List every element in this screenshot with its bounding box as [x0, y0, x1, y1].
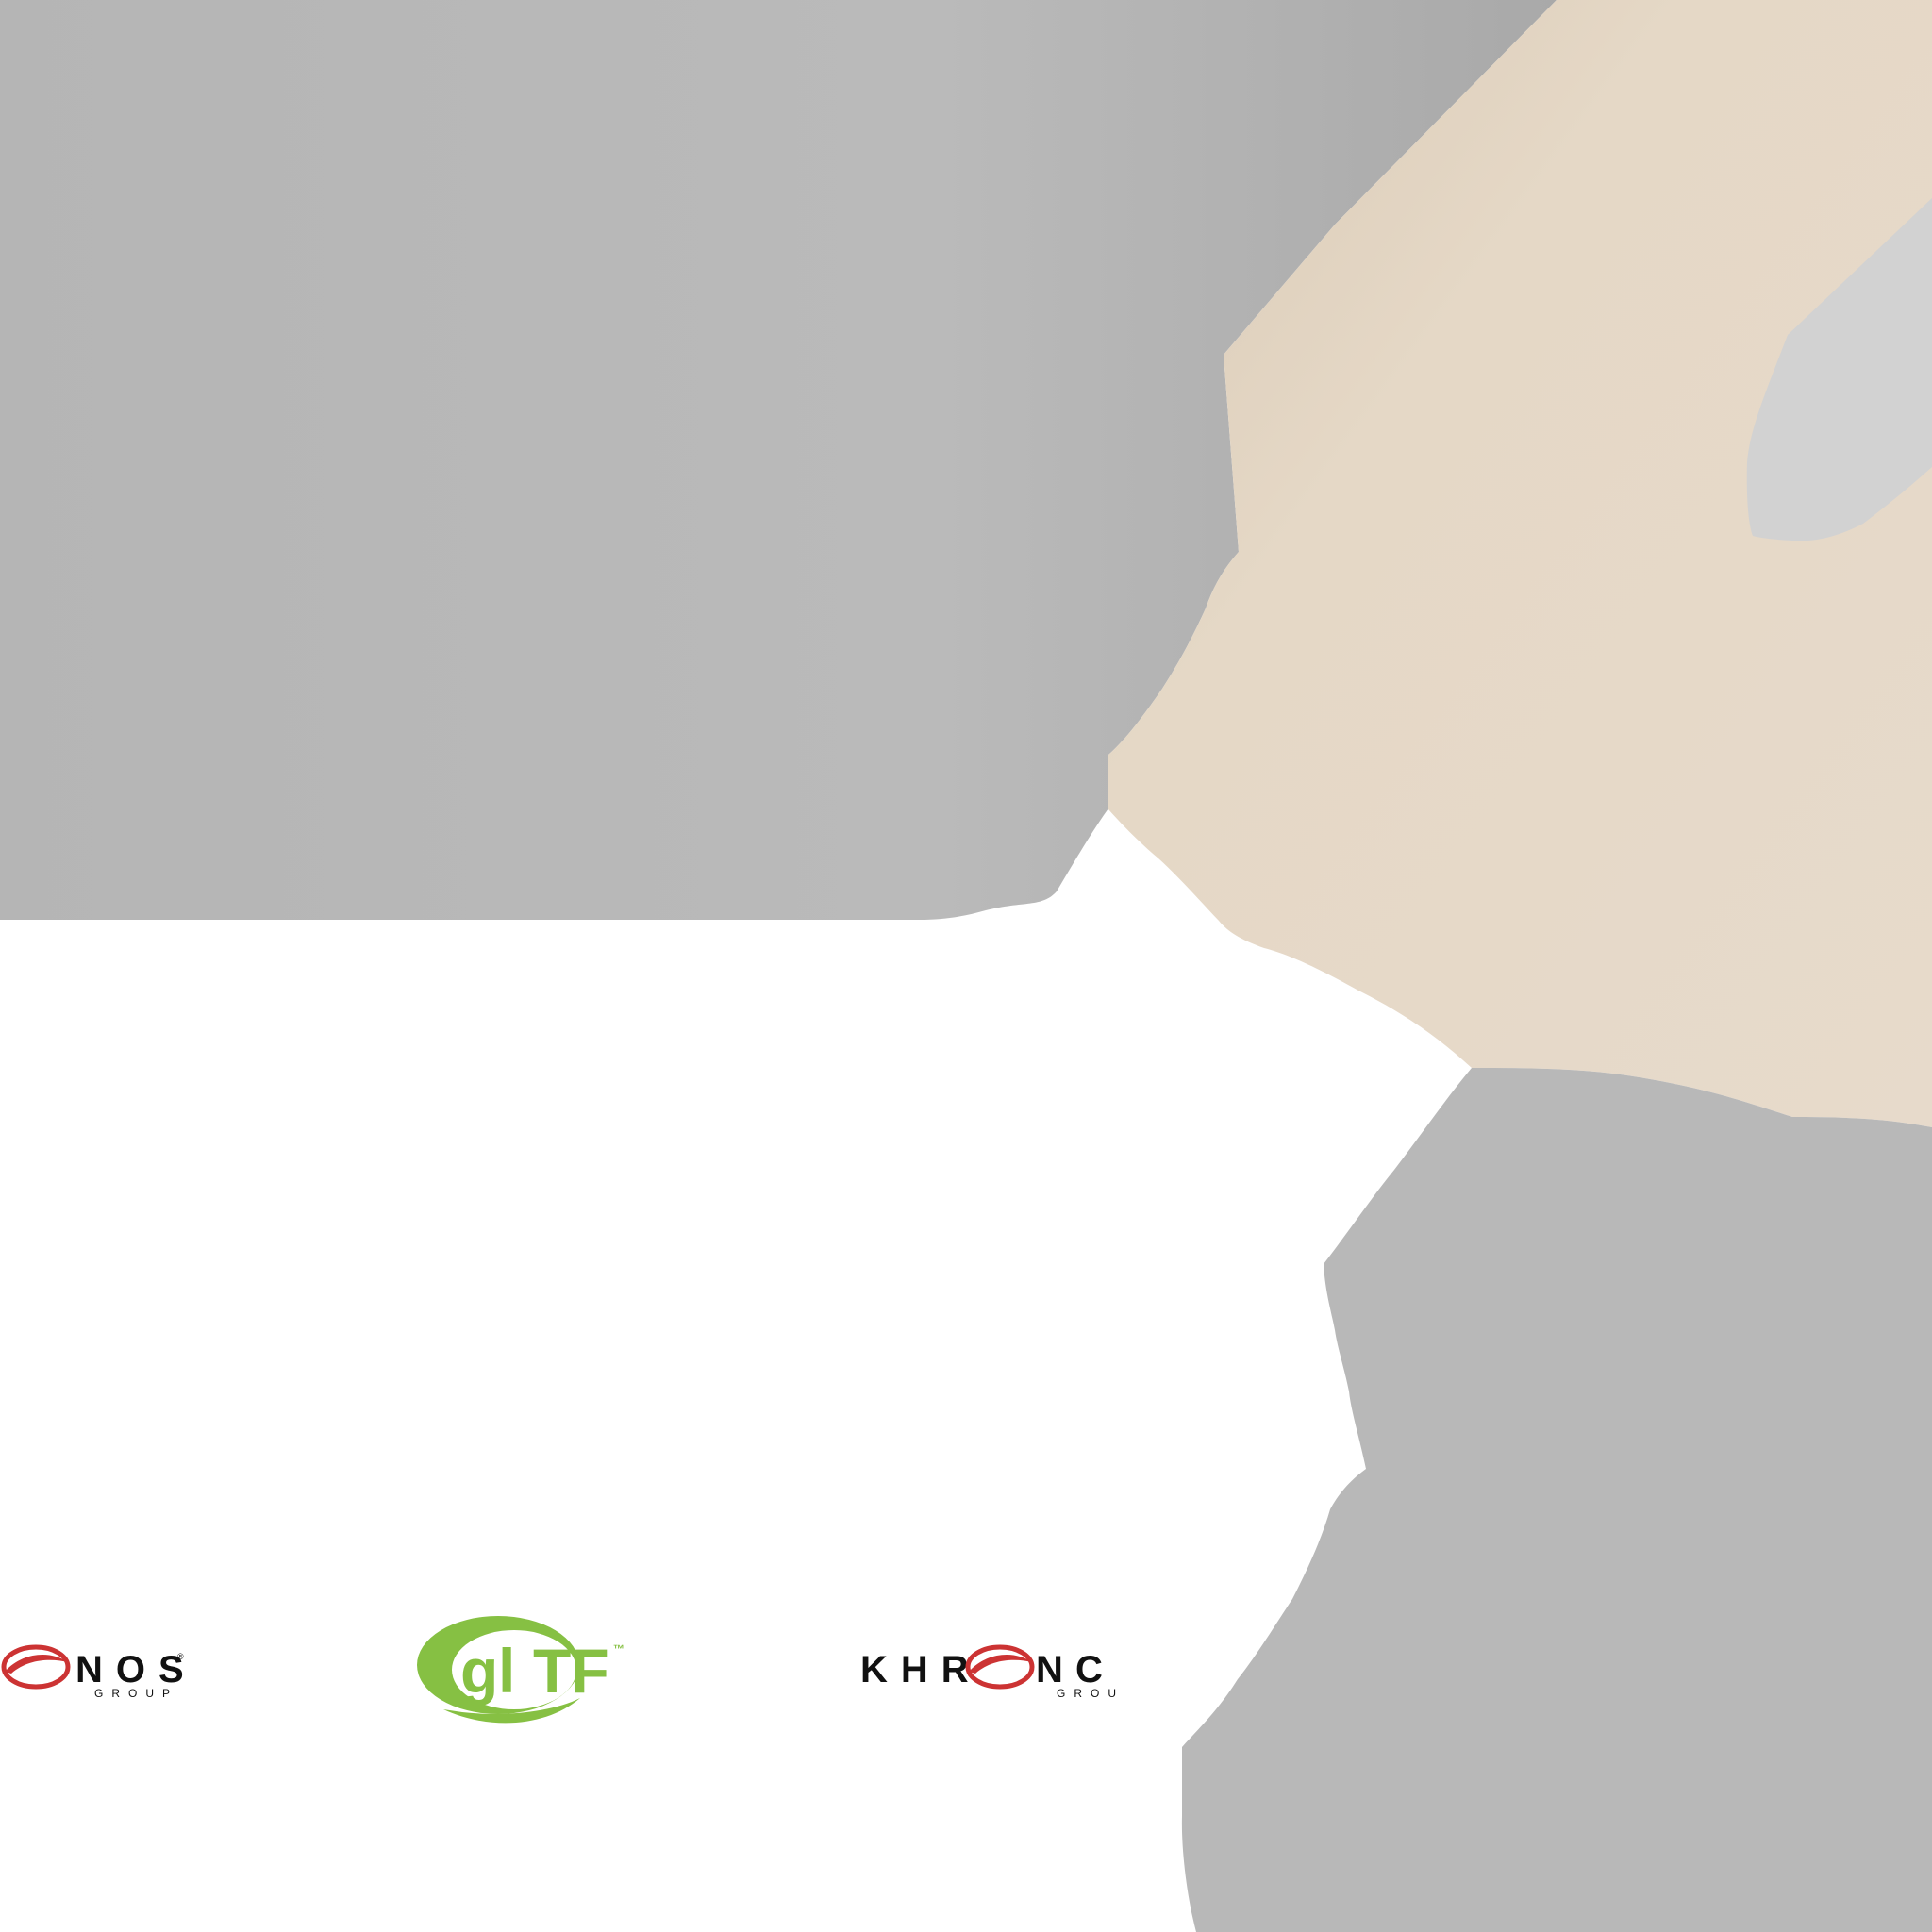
khronos-right-wordmark-b: N — [1036, 1649, 1063, 1690]
light-gray-inset — [1746, 198, 1932, 541]
upper-left-gray-island — [0, 0, 1557, 920]
khronos-left-subline: GROUP — [94, 1687, 178, 1700]
khronos-left-wordmark: NOS — [75, 1649, 197, 1690]
khronos-right-wordmark-a: KHR — [860, 1649, 982, 1690]
khronos-swoosh-icon — [965, 1644, 1035, 1690]
khronos-right-subline: GROU — [1057, 1687, 1124, 1700]
khronos-logo-right: KHR N C GROU — [860, 1644, 1124, 1700]
khronos-left-registered: ® — [177, 1652, 184, 1661]
beige-island — [1108, 0, 1932, 1127]
khronos-logo-left: NOS ® GROUP — [1, 1644, 197, 1700]
khronos-swoosh-icon — [1, 1644, 71, 1690]
gltf-underline-swoosh — [443, 1698, 580, 1724]
gltf-trademark: ™ — [613, 1642, 625, 1656]
gltf-tf: TF — [533, 1636, 609, 1706]
gltf-g: g — [460, 1636, 498, 1706]
gltf-l: l — [498, 1636, 515, 1706]
lower-right-gray-island — [1181, 1068, 1932, 1932]
gltf-swoosh-inner — [452, 1630, 576, 1709]
khronos-right-partial-glyph: C — [1075, 1649, 1103, 1690]
gltf-logo: g l TF ™ — [417, 1616, 625, 1724]
